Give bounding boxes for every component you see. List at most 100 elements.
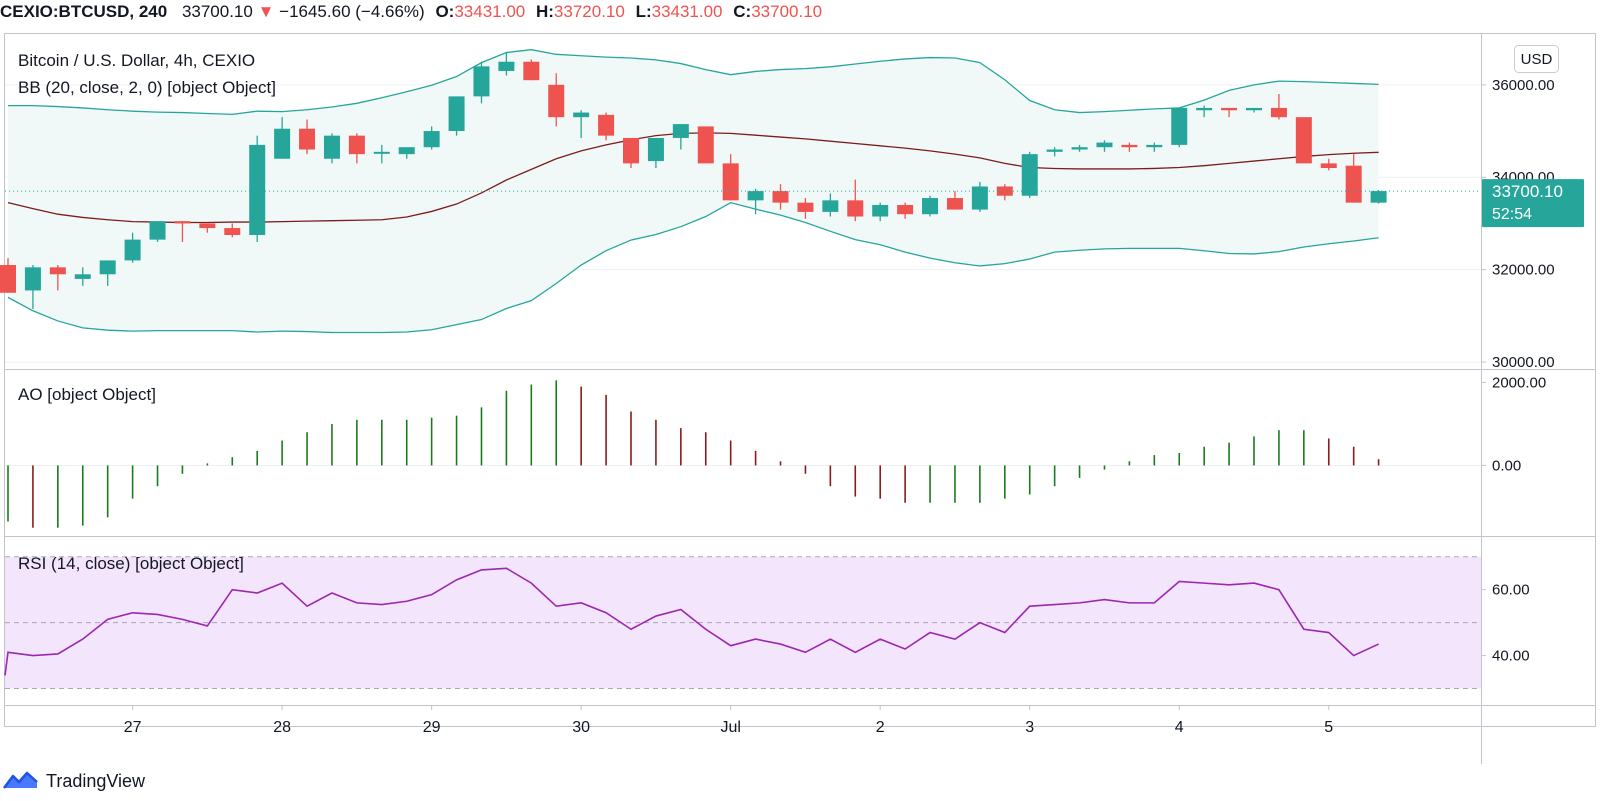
candle-up: [1146, 142, 1163, 152]
candle-body: [1270, 107, 1287, 118]
bb-lower-line: [7, 201, 1379, 334]
candle-up: [1021, 151, 1038, 199]
candle-up: [423, 126, 440, 150]
candle-up: [249, 135, 266, 242]
candle-down: [1295, 117, 1312, 164]
candle-body: [448, 96, 465, 132]
ao-pane[interactable]: 2000.00 0.00: [5, 374, 1546, 528]
candle-body: [722, 163, 739, 201]
candle-down: [722, 154, 739, 201]
time-axis[interactable]: 27 28 29 30 Jul 2 3 4 5: [124, 705, 1334, 736]
candle-body: [199, 223, 216, 229]
time-tick-label: 4: [1175, 719, 1184, 736]
candle-up: [573, 110, 590, 138]
candle-body: [224, 228, 241, 235]
candle-up: [448, 96, 465, 136]
candle-body: [0, 265, 16, 293]
time-tick-label: 29: [423, 719, 441, 736]
candle-body: [697, 126, 714, 164]
tradingview-logo-icon: [3, 771, 38, 789]
candle-body: [797, 202, 814, 212]
candle-down: [49, 265, 66, 291]
high-value: 33720.10: [553, 2, 625, 21]
low-value: 33431.00: [651, 2, 723, 21]
close-label: C:: [733, 2, 752, 21]
last-price-badge: [1482, 179, 1584, 228]
candle-body: [149, 221, 166, 240]
candle-down: [897, 202, 914, 219]
rsi-tick-label: 40.00: [1492, 648, 1530, 665]
candle-up: [822, 193, 839, 217]
candle-down: [0, 258, 16, 293]
tradingview-brand-text[interactable]: TradingView: [46, 771, 146, 791]
candle-up: [1046, 147, 1063, 157]
candle-body: [1096, 142, 1113, 148]
candle-down: [996, 184, 1013, 201]
candle-body: [946, 198, 963, 210]
candle-up: [24, 265, 41, 309]
candle-body: [348, 135, 365, 155]
candle-body: [423, 131, 440, 148]
last-price: 33700.10: [181, 2, 253, 21]
time-tick-label: 27: [124, 719, 142, 736]
candle-down: [847, 179, 864, 222]
price-pane-title: Bitcoin / U.S. Dollar, 4h, CEXIO: [18, 51, 255, 70]
candle-down: [598, 112, 615, 141]
candle-body: [1370, 191, 1387, 203]
candle-up: [1096, 140, 1113, 152]
candle-body: [498, 61, 515, 71]
candle-down: [299, 119, 316, 155]
candle-body: [274, 128, 291, 159]
candle-body: [1146, 144, 1163, 148]
open-label: O:: [435, 2, 455, 21]
candle-body: [747, 191, 764, 201]
candle-body: [672, 124, 689, 138]
candle-body: [573, 112, 590, 118]
candle-up: [1071, 144, 1088, 152]
candle-up: [1370, 190, 1387, 204]
candle-body: [847, 200, 864, 217]
candle-up: [373, 144, 390, 164]
candle-up: [274, 117, 291, 159]
time-tick-label: 3: [1025, 719, 1034, 736]
candle-body: [299, 128, 316, 150]
candle-body: [548, 84, 565, 118]
ao-tick-label: 0.00: [1492, 457, 1521, 474]
price-pane[interactable]: 36000.0034000.0032000.0030000.0033700.10…: [0, 49, 1584, 371]
countdown-label: 52:54: [1492, 206, 1532, 223]
price-change: −1645.60 (−4.66%): [279, 2, 425, 21]
candle-up: [1196, 105, 1213, 118]
time-tick-label: 30: [572, 719, 590, 736]
chart-canvas[interactable]: 36000.0034000.0032000.0030000.0033700.10…: [0, 0, 1600, 764]
candle-body: [473, 66, 490, 97]
time-tick-label: 28: [273, 719, 291, 736]
high-label: H:: [535, 2, 554, 21]
candle-body: [897, 204, 914, 215]
rsi-pane[interactable]: 60.00 40.00: [4, 556, 1530, 690]
candle-body: [1345, 165, 1362, 203]
candle-body: [1071, 147, 1088, 150]
currency-badge[interactable]: [1514, 45, 1559, 73]
candle-body: [772, 191, 789, 203]
candle-body: [74, 274, 91, 279]
candle-body: [1246, 107, 1262, 111]
rsi-tick-label: 60.00: [1492, 582, 1530, 599]
candle-body: [99, 260, 116, 275]
candle-down: [1270, 94, 1287, 120]
candle-body: [822, 200, 839, 212]
bb-indicator-label: BB (20, close, 2, 0) [object Object]: [18, 78, 276, 97]
candle-body: [1021, 154, 1038, 196]
time-tick-label: 2: [876, 719, 885, 736]
price-tick-label: 36000.00: [1492, 77, 1555, 94]
candle-body: [1295, 117, 1312, 164]
candle-body: [1046, 149, 1063, 152]
price-tick-label: 30000.00: [1492, 354, 1555, 371]
candle-body: [49, 267, 66, 275]
candle-down: [523, 59, 540, 81]
candle-body: [872, 204, 889, 217]
candle-body: [373, 151, 390, 154]
candle-body: [647, 137, 664, 162]
symbol-name[interactable]: CEXIO:BTCUSD, 240: [0, 2, 168, 21]
time-tick-label: 5: [1324, 719, 1333, 736]
candle-body: [1171, 107, 1188, 145]
